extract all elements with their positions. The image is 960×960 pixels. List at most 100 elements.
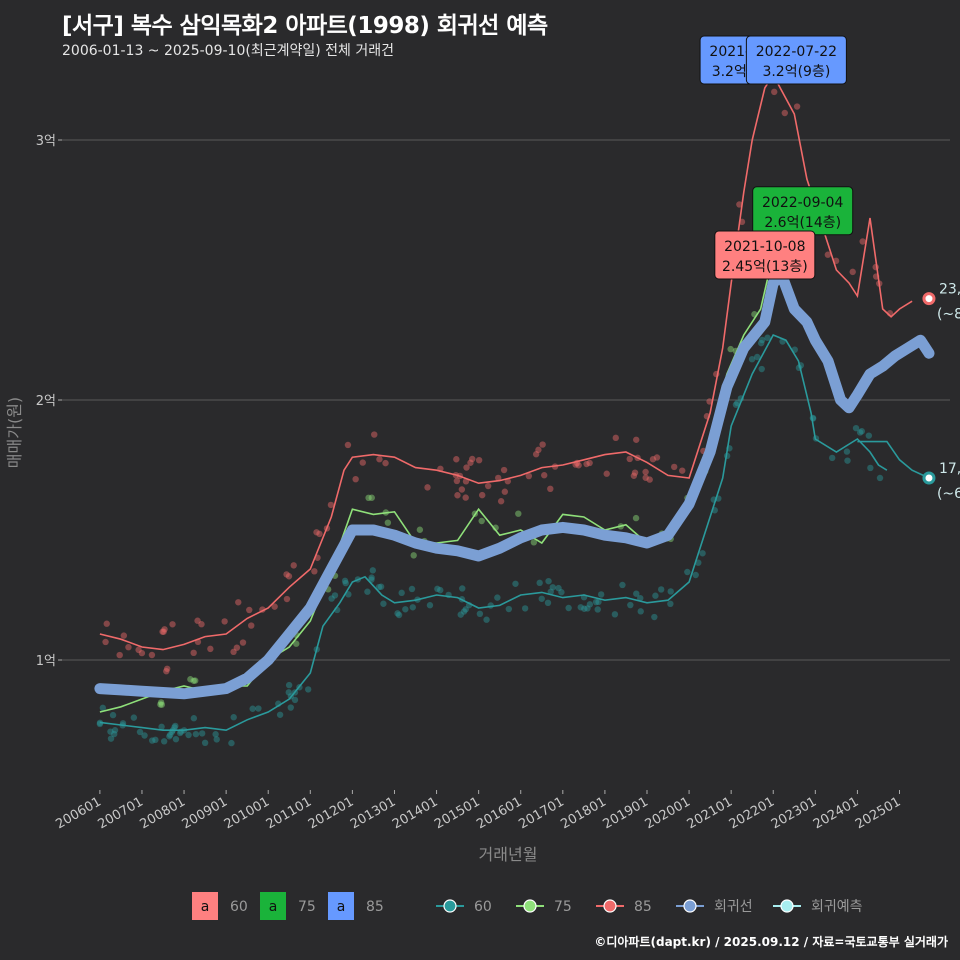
scatter-point-85: [462, 494, 469, 501]
scatter-point-85: [781, 109, 788, 117]
scatter-point-75: [410, 552, 417, 559]
scatter-point-60: [287, 704, 294, 711]
annotation-box: [714, 230, 816, 280]
scatter-point-60: [748, 356, 756, 363]
scatter-point-60: [130, 714, 138, 721]
scatter-point-60: [476, 610, 484, 618]
scatter-point-85: [771, 88, 778, 96]
legend-box-label: 85: [366, 899, 384, 915]
scatter-point-60: [408, 585, 416, 593]
scatter-point-85: [603, 470, 610, 477]
scatter-point-85: [612, 434, 619, 442]
x-tick-label: 201701: [516, 794, 566, 832]
scatter-point-60: [462, 606, 469, 613]
scatter-point-85: [198, 621, 205, 628]
x-tick-label: 201101: [264, 794, 314, 832]
x-tick-label: 202201: [727, 794, 777, 832]
scatter-point-60: [667, 588, 674, 595]
scatter-point-60: [494, 594, 501, 601]
scatter-point-60: [213, 736, 220, 743]
legend-box-glyph: a: [269, 899, 278, 915]
scatter-point-60: [667, 600, 674, 608]
scatter-point-60: [166, 733, 173, 740]
scatter-point-85: [120, 632, 128, 639]
legend-line-label: 회귀선: [714, 899, 753, 915]
scatter-point-85: [221, 618, 228, 625]
scatter-point-85: [102, 638, 109, 646]
scatter-point-60: [549, 584, 556, 591]
scatter-point-85: [271, 603, 278, 610]
scatter-point-60: [109, 711, 117, 719]
scatter-point-85: [736, 201, 743, 208]
scatter-point-75: [515, 510, 522, 517]
series-line-60: [99, 333, 888, 732]
legend-box-glyph: a: [201, 899, 210, 915]
end-marker: [922, 292, 936, 306]
scatter-point-60: [394, 610, 401, 617]
scatter-point-85: [453, 456, 460, 463]
annotation-date: 2021-10-08: [724, 239, 805, 255]
scatter-point-85: [316, 530, 323, 538]
x-tick-label: 200701: [95, 794, 145, 832]
footer-credit: ©디아파트(dapt.kr) / 2025.09.12 / 자료=국토교통부 실…: [594, 935, 948, 949]
end-marker: [922, 471, 936, 485]
scatter-point-60: [637, 594, 644, 602]
scatter-point-85: [233, 644, 241, 651]
legend-line-label: 85: [634, 899, 652, 915]
scatter-point-60: [867, 464, 874, 472]
scatter-point-60: [597, 591, 605, 598]
regression-prediction-line: [857, 440, 930, 479]
scatter-point-85: [453, 477, 461, 485]
scatter-point-60: [457, 611, 464, 618]
scatter-point-85: [160, 628, 167, 635]
scatter-point-85: [586, 459, 593, 467]
scatter-point-85: [194, 617, 201, 624]
scatter-point-60: [633, 590, 640, 597]
scatter-point-60: [565, 604, 572, 612]
scatter-point-60: [684, 568, 691, 576]
legend-box: [192, 892, 218, 920]
series-line-85: [99, 73, 913, 651]
scatter-point-85: [230, 648, 237, 656]
x-tick-label: 202101: [685, 794, 735, 832]
scatter-point-60: [380, 600, 387, 607]
scatter-point-60: [757, 339, 765, 347]
scatter-point-85: [646, 476, 653, 483]
scatter-point-60: [555, 584, 562, 592]
scatter-point-60: [172, 735, 180, 743]
scatter-point-60: [276, 711, 284, 718]
regression-line: [94, 269, 935, 700]
scatter-point-75: [191, 677, 199, 684]
scatter-point-60: [212, 731, 219, 738]
scatter-point-85: [501, 488, 509, 495]
scatter-point-60: [592, 598, 600, 606]
scatter-point-60: [364, 588, 371, 595]
scatter-point-60: [291, 696, 299, 704]
scatter-point-60: [96, 720, 104, 728]
scatter-point-60: [111, 727, 119, 734]
y-axis-label: 매매가(원): [5, 397, 24, 468]
scatter-point-60: [285, 681, 293, 689]
scatter-point-75: [530, 539, 538, 546]
legend-box-glyph: a: [337, 899, 346, 915]
x-tick-label: 202301: [769, 794, 819, 832]
scatter-point-60: [699, 550, 706, 557]
scatter-point-60: [437, 586, 444, 594]
scatter-point-85: [138, 649, 146, 657]
scatter-point-60: [595, 598, 602, 606]
scatter-point-85: [539, 441, 546, 448]
scatter-point-60: [538, 595, 545, 602]
scatter-point-60: [843, 448, 851, 455]
scatter-point-85: [344, 441, 352, 449]
scatter-point-85: [633, 436, 640, 443]
scatter-point-85: [535, 446, 542, 454]
scatter-point-85: [653, 454, 661, 461]
legend-line-label: 75: [554, 899, 572, 915]
scatter-point-60: [558, 589, 565, 596]
legend-line-label: 60: [474, 899, 492, 915]
scatter-point-60: [657, 586, 665, 593]
scatter-point-60: [171, 724, 178, 731]
scatter-point-60: [829, 454, 836, 462]
scatter-point-60: [148, 737, 156, 744]
annotation-price: 3.2억(9층): [762, 64, 830, 80]
